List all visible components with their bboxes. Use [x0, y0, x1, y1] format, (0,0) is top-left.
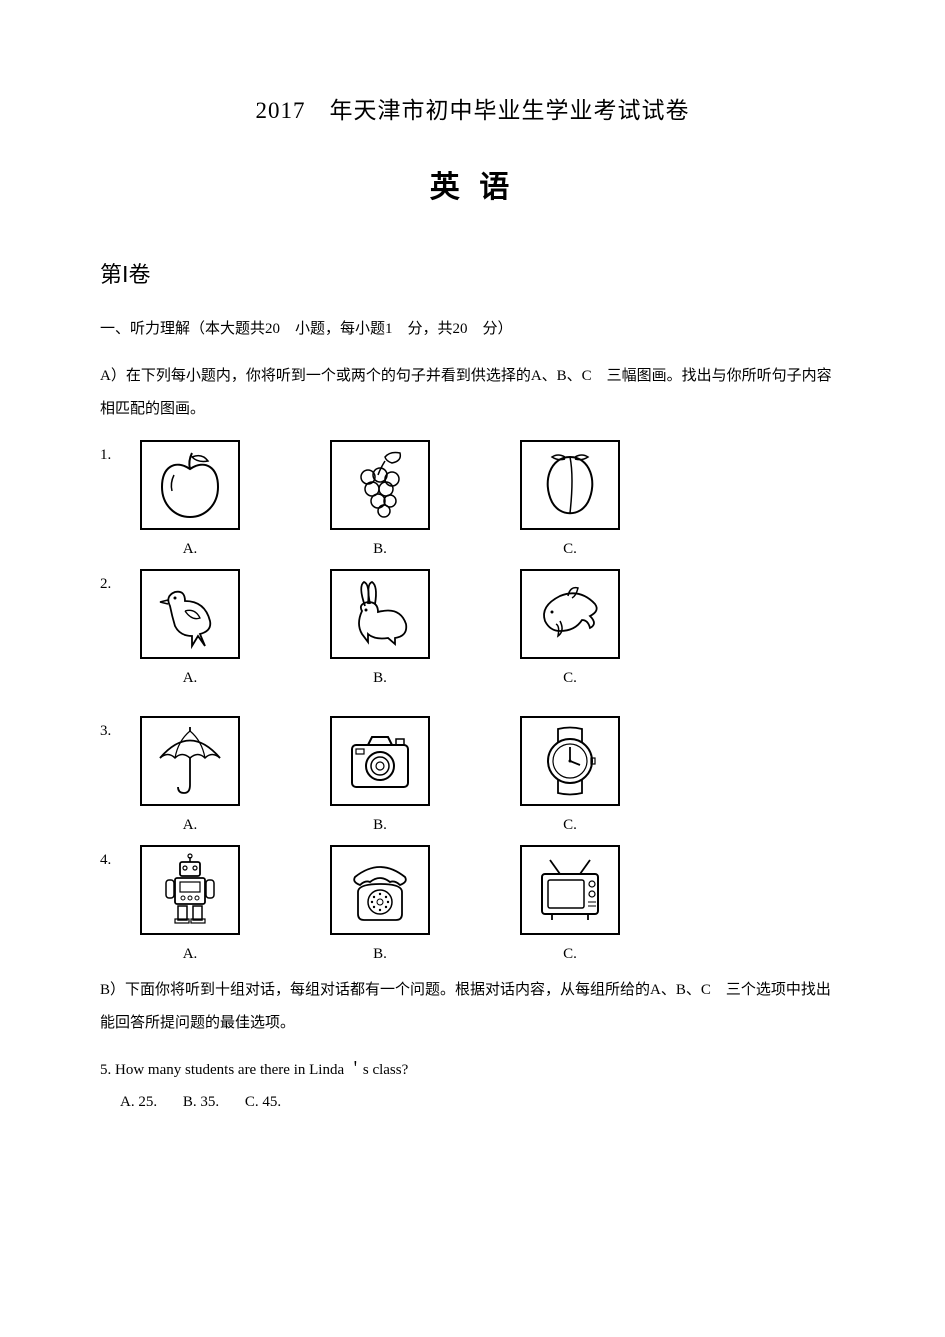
- apple-icon: [140, 440, 240, 530]
- option-c: C.: [520, 440, 620, 563]
- watch-icon: [520, 716, 620, 806]
- option-label: B.: [373, 812, 387, 839]
- section-header: 第Ⅰ卷: [100, 255, 845, 295]
- bird-icon: [140, 569, 240, 659]
- row-number: 2.: [100, 569, 140, 598]
- peach-icon: [520, 440, 620, 530]
- question-5: 5. How many students are there in Linda …: [100, 1054, 845, 1087]
- option-label: C.: [563, 665, 577, 692]
- camera-icon: [330, 716, 430, 806]
- option-label: A.: [183, 536, 198, 563]
- question-row-4: 4.: [100, 845, 845, 968]
- option-c: C.: [520, 716, 620, 839]
- option-label: C.: [563, 812, 577, 839]
- rabbit-icon: [330, 569, 430, 659]
- option-label: B.: [373, 665, 387, 692]
- option-a: A.: [140, 716, 240, 839]
- robot-icon: [140, 845, 240, 935]
- option-label: B.: [373, 941, 387, 968]
- option-label: B.: [373, 536, 387, 563]
- option-label: A.: [183, 665, 198, 692]
- options-row: A. B.: [140, 845, 620, 968]
- title-sub: 英 语: [100, 161, 845, 215]
- grapes-icon: [330, 440, 430, 530]
- question-row-1: 1. A.: [100, 440, 845, 563]
- row-number: 1.: [100, 440, 140, 469]
- instruction-1: 一、听力理解（本大题共20 小题，每小题1 分，共20 分）: [100, 313, 845, 346]
- option-a: A.: [140, 845, 240, 968]
- umbrella-icon: [140, 716, 240, 806]
- option-c: C.: [520, 845, 620, 968]
- option-b: B.: [330, 569, 430, 692]
- instruction-b: B）下面你将听到十组对话，每组对话都有一个问题。根据对话内容，从每组所给的A、B…: [100, 974, 845, 1040]
- option-c: C.: [520, 569, 620, 692]
- telephone-icon: [330, 845, 430, 935]
- question-5-options: A. 25. B. 35. C. 45.: [100, 1087, 845, 1117]
- option-b: B.: [330, 440, 430, 563]
- dolphin-icon: [520, 569, 620, 659]
- option-label: C.: [563, 941, 577, 968]
- row-number: 4.: [100, 845, 140, 874]
- television-icon: [520, 845, 620, 935]
- question-row-2: 2. A. B.: [100, 569, 845, 692]
- options-row: A. B.: [140, 440, 620, 563]
- option-label: C.: [563, 536, 577, 563]
- question-row-3: 3. A.: [100, 716, 845, 839]
- title-main: 2017 年天津市初中毕业生学业考试试卷: [100, 90, 845, 131]
- instruction-2: A）在下列每小题内，你将听到一个或两个的句子并看到供选择的A、B、C 三幅图画。…: [100, 360, 845, 426]
- option-a-text: A. 25.: [120, 1094, 157, 1110]
- option-c-text: C. 45.: [245, 1094, 281, 1110]
- option-b-text: B. 35.: [183, 1094, 219, 1110]
- option-label: A.: [183, 941, 198, 968]
- options-row: A. B. C.: [140, 569, 620, 692]
- option-a: A.: [140, 440, 240, 563]
- option-b: B.: [330, 845, 430, 968]
- option-a: A.: [140, 569, 240, 692]
- row-number: 3.: [100, 716, 140, 745]
- option-b: B.: [330, 716, 430, 839]
- options-row: A. B.: [140, 716, 620, 839]
- option-label: A.: [183, 812, 198, 839]
